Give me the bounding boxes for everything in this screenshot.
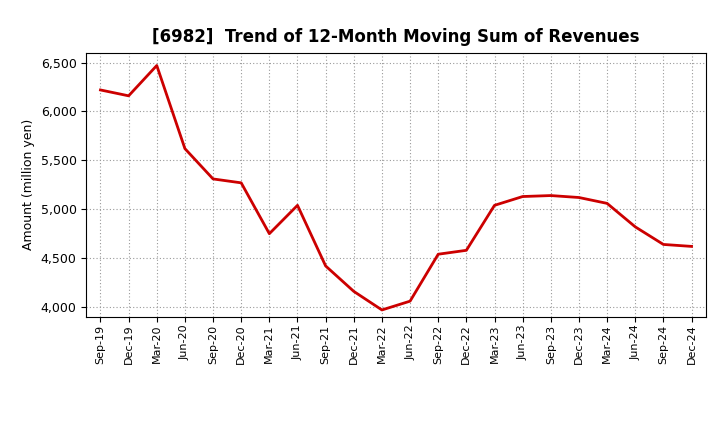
Title: [6982]  Trend of 12-Month Moving Sum of Revenues: [6982] Trend of 12-Month Moving Sum of R…: [152, 28, 640, 46]
Y-axis label: Amount (million yen): Amount (million yen): [22, 119, 35, 250]
